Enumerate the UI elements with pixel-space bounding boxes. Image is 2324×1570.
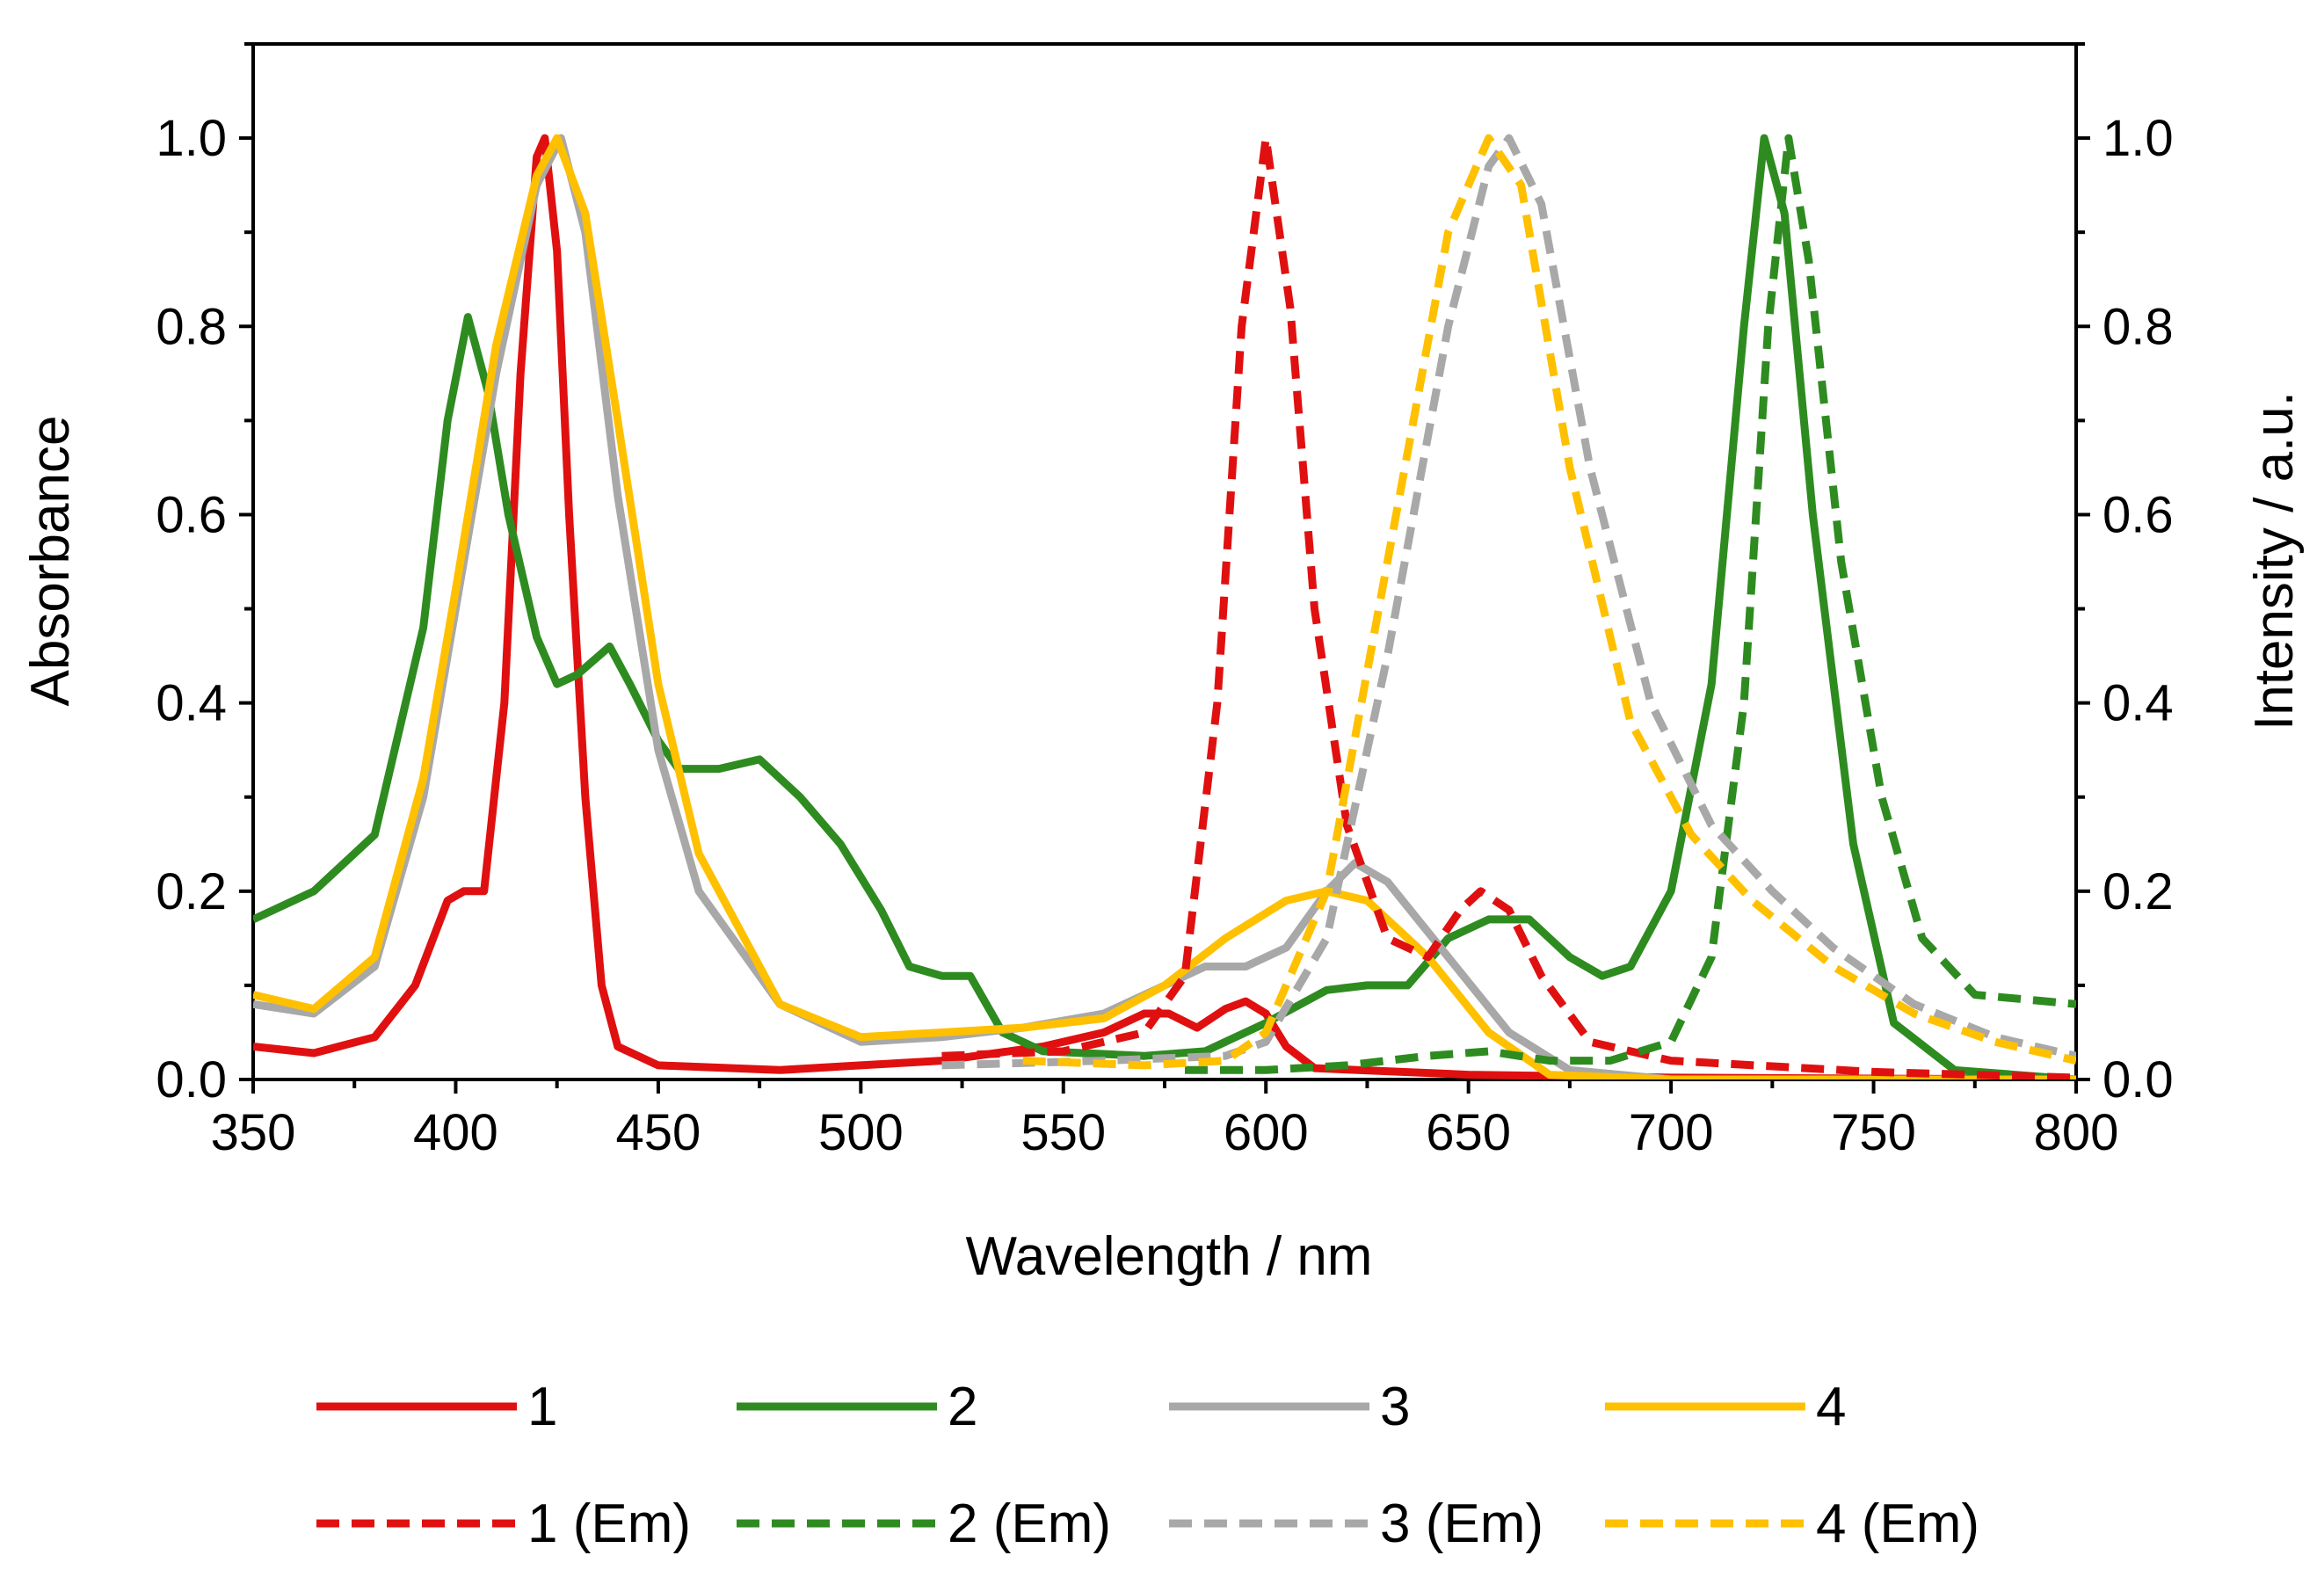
x-tick-label: 700 [1629, 1104, 1714, 1161]
x-tick-label: 600 [1224, 1104, 1309, 1161]
legend-label-2: 2 [948, 1377, 977, 1437]
y2-tick-label: 0.0 [2102, 1051, 2174, 1108]
y-tick-label: 0.8 [156, 298, 227, 355]
y2-tick-label: 0.6 [2102, 486, 2174, 543]
legend-label-4-em: 4 (Em) [1816, 1494, 1979, 1554]
x-tick-label: 550 [1020, 1104, 1106, 1161]
y-tick-label: 1.0 [156, 110, 227, 167]
y2-tick-label: 0.8 [2102, 298, 2174, 355]
x-tick-label: 800 [2034, 1104, 2119, 1161]
series-line-1-em [941, 134, 2076, 1079]
y-tick-label: 0.6 [156, 486, 227, 543]
x-tick-label: 400 [413, 1104, 498, 1161]
series-line-2-em [1185, 134, 2076, 1074]
series-line-1 [253, 134, 2076, 1079]
x-tick-label: 350 [211, 1104, 296, 1161]
legend-label-3-em: 3 (Em) [1380, 1494, 1543, 1554]
series-line-3-em [941, 134, 2076, 1070]
y-tick-label: 0.0 [156, 1051, 227, 1108]
y2-tick-label: 1.0 [2102, 110, 2174, 167]
x-tick-label: 750 [1831, 1104, 1916, 1161]
series-line-4-em [1022, 134, 2076, 1070]
y-tick-label: 0.4 [156, 675, 227, 732]
x-axis-title: Wavelength / nm [966, 1226, 1373, 1287]
legend-label-1: 1 [527, 1377, 557, 1437]
series-layer [253, 134, 2076, 1079]
y-axis-title: Absorbance [20, 416, 81, 707]
y2-tick-label: 0.4 [2102, 675, 2174, 732]
legend-label-4: 4 [1816, 1377, 1846, 1437]
legend-label-3: 3 [1380, 1377, 1410, 1437]
x-tick-label: 500 [818, 1104, 904, 1161]
series-line-4 [253, 134, 2076, 1079]
y2-axis-title: Intensity / a.u. [2244, 391, 2305, 730]
y-tick-label: 0.2 [156, 863, 227, 920]
x-tick-label: 450 [615, 1104, 701, 1161]
axes-layer: 350 400 450 500 550 600 650 700 750 8000.00.20.40… [156, 42, 2174, 1161]
series-line-3 [253, 134, 2076, 1079]
legend-label-1-em: 1 (Em) [527, 1494, 691, 1554]
legend: 1 2 3 4 1 (Em) 2 (Em) 3 (Em) 4 (Em) [316, 1377, 1979, 1554]
y2-tick-label: 0.2 [2102, 863, 2174, 920]
x-tick-label: 650 [1426, 1104, 1511, 1161]
legend-label-2-em: 2 (Em) [948, 1494, 1111, 1554]
